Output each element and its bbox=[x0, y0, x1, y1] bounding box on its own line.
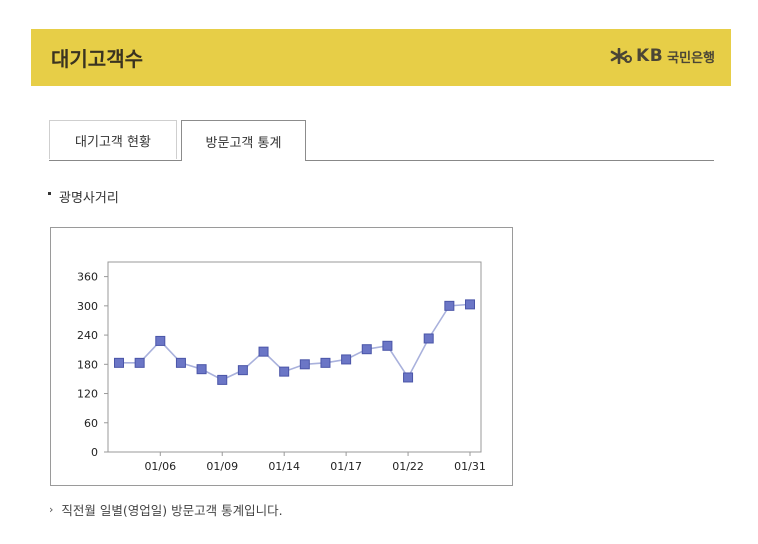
footnote-text: 직전월 일별(영업일) 방문고객 통계입니다. bbox=[61, 503, 283, 518]
data-point bbox=[382, 340, 393, 351]
y-tick-label: 60 bbox=[84, 417, 98, 430]
data-point bbox=[175, 357, 186, 368]
bullet-icon bbox=[48, 192, 51, 195]
kb-star-icon bbox=[610, 48, 633, 64]
data-point bbox=[341, 354, 352, 365]
y-tick-label: 360 bbox=[77, 271, 98, 284]
logo-kb-text: KB bbox=[636, 46, 664, 66]
branch-name: 광명사거리 bbox=[59, 191, 119, 206]
logo-bank-name: 국민은행 bbox=[667, 50, 715, 66]
tab-visitor-stats[interactable]: 방문고객 통계 bbox=[181, 120, 306, 161]
data-point bbox=[403, 372, 414, 383]
x-tick-label: 01/14 bbox=[268, 460, 300, 473]
data-point bbox=[155, 335, 166, 346]
data-point bbox=[258, 346, 269, 357]
visitor-chart: 0 60 120 180 240 300 360 01/06 01/09 01/14 01/17 01… bbox=[50, 227, 513, 486]
footnote: › 직전월 일별(영업일) 방문고객 통계입니다. bbox=[49, 500, 283, 519]
data-point bbox=[279, 366, 290, 377]
x-tick-label: 01/22 bbox=[392, 460, 424, 473]
data-point bbox=[299, 359, 310, 370]
y-tick-label: 0 bbox=[91, 446, 98, 459]
data-point bbox=[444, 300, 455, 311]
x-tick-label: 01/17 bbox=[330, 460, 362, 473]
tab-waiting-status[interactable]: 대기고객 현황 bbox=[49, 120, 177, 159]
tab-bar: 대기고객 현황 방문고객 통계 bbox=[49, 120, 714, 161]
data-point bbox=[423, 333, 434, 344]
branch-heading: 광명사거리 bbox=[48, 187, 119, 206]
chevron-right-icon: › bbox=[49, 503, 54, 516]
page-header: 대기고객수 KB 국민은행 bbox=[31, 29, 731, 86]
data-point bbox=[134, 357, 145, 368]
data-point bbox=[114, 357, 124, 368]
data-point bbox=[196, 364, 207, 375]
data-point bbox=[217, 374, 228, 385]
x-tick-label: 01/06 bbox=[144, 460, 176, 473]
x-tick-label: 01/09 bbox=[206, 460, 238, 473]
y-tick-label: 240 bbox=[77, 329, 98, 342]
page-title: 대기고객수 bbox=[51, 47, 143, 71]
data-point bbox=[237, 365, 248, 376]
kb-logo: KB 국민은행 bbox=[610, 46, 715, 66]
chart-svg: 0 60 120 180 240 300 360 01/06 01/09 01/14 01/17 01… bbox=[77, 261, 486, 473]
y-tick-label: 180 bbox=[77, 358, 98, 371]
y-tick-label: 120 bbox=[77, 388, 98, 401]
x-tick-label: 01/31 bbox=[454, 460, 486, 473]
plot-area bbox=[107, 261, 482, 453]
data-point bbox=[361, 344, 372, 355]
data-point bbox=[465, 299, 475, 310]
data-point bbox=[320, 357, 331, 368]
y-tick-label: 300 bbox=[77, 300, 98, 313]
